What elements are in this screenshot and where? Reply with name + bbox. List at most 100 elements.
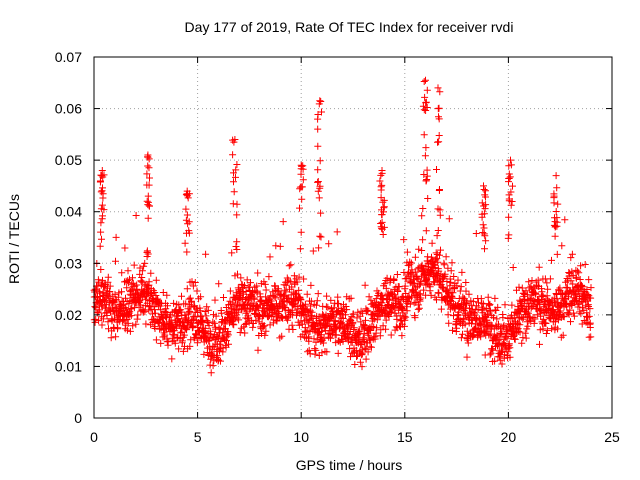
data-point (357, 351, 365, 359)
data-point (524, 309, 532, 317)
data-point (364, 348, 372, 356)
data-point (542, 330, 550, 337)
data-point (186, 342, 194, 350)
data-point (235, 316, 243, 324)
data-point (297, 161, 305, 169)
data-point (170, 299, 178, 307)
data-point (490, 314, 497, 322)
data-point (163, 314, 170, 322)
data-point (489, 346, 497, 354)
data-point (447, 278, 455, 286)
data-point (164, 302, 171, 310)
data-point (505, 197, 513, 205)
data-point (402, 313, 410, 321)
data-point (507, 156, 514, 164)
data-point (390, 291, 398, 299)
data-point (315, 244, 323, 252)
data-point (259, 323, 267, 331)
data-point (371, 335, 379, 343)
data-point (163, 291, 171, 299)
data-point (493, 315, 501, 323)
data-point (99, 190, 107, 198)
data-point (266, 253, 274, 261)
data-point (492, 307, 500, 314)
data-point (521, 329, 529, 337)
data-point (400, 322, 408, 330)
data-point (223, 333, 231, 341)
data-point (434, 138, 441, 146)
data-point (300, 275, 308, 283)
data-point (485, 300, 493, 308)
data-point (224, 331, 232, 339)
data-point (144, 250, 152, 258)
data-point (423, 276, 431, 283)
data-point (335, 300, 343, 308)
data-point (179, 347, 187, 355)
data-point (361, 281, 369, 289)
data-point (272, 294, 280, 302)
data-point (145, 278, 153, 286)
data-point (254, 346, 262, 354)
data-point (97, 228, 105, 236)
data-point (463, 353, 471, 361)
data-point (567, 318, 574, 326)
x-tick-label: 5 (194, 429, 202, 445)
data-point (126, 327, 134, 335)
data-point (385, 313, 393, 320)
data-point (316, 157, 324, 165)
data-point (317, 98, 325, 105)
data-point (434, 258, 442, 266)
data-point (163, 338, 171, 346)
data-point (281, 304, 289, 312)
data-point (112, 257, 119, 265)
data-point (129, 274, 136, 282)
data-point (436, 206, 444, 214)
data-point (515, 283, 523, 291)
data-point (572, 274, 580, 282)
data-point (567, 277, 575, 285)
data-point (370, 323, 378, 331)
data-point (204, 306, 212, 314)
data-point (426, 283, 434, 291)
data-point (342, 311, 349, 319)
data-point (123, 284, 131, 292)
data-point (207, 369, 215, 377)
data-point (509, 264, 517, 271)
data-point (280, 302, 288, 310)
data-point (232, 243, 240, 250)
data-point (416, 297, 424, 305)
data-point (554, 325, 562, 333)
data-point (428, 239, 436, 247)
data-point (399, 309, 407, 317)
data-point (505, 162, 513, 170)
data-point (576, 308, 584, 316)
data-point (403, 248, 411, 256)
data-point (99, 289, 107, 297)
data-point (423, 86, 431, 94)
data-point (355, 337, 363, 345)
data-point (215, 280, 223, 288)
data-point (171, 324, 179, 332)
data-point (463, 298, 471, 306)
data-point (220, 294, 227, 301)
data-point (501, 301, 509, 309)
data-point (183, 248, 191, 256)
data-point (462, 287, 470, 295)
x-tick-label: 10 (293, 429, 309, 445)
data-point (382, 316, 390, 324)
data-point (169, 330, 177, 338)
data-point (380, 204, 388, 212)
data-point (97, 205, 105, 213)
data-point (480, 186, 488, 193)
data-point (217, 357, 224, 365)
data-point (151, 309, 159, 317)
data-point (180, 331, 188, 339)
x-axis-label: GPS time / hours (296, 457, 403, 473)
data-point (378, 211, 386, 219)
data-point (548, 256, 555, 264)
data-point (582, 318, 590, 326)
data-point (193, 339, 201, 347)
data-point (586, 305, 594, 313)
data-point (323, 292, 331, 300)
data-point (347, 294, 355, 302)
